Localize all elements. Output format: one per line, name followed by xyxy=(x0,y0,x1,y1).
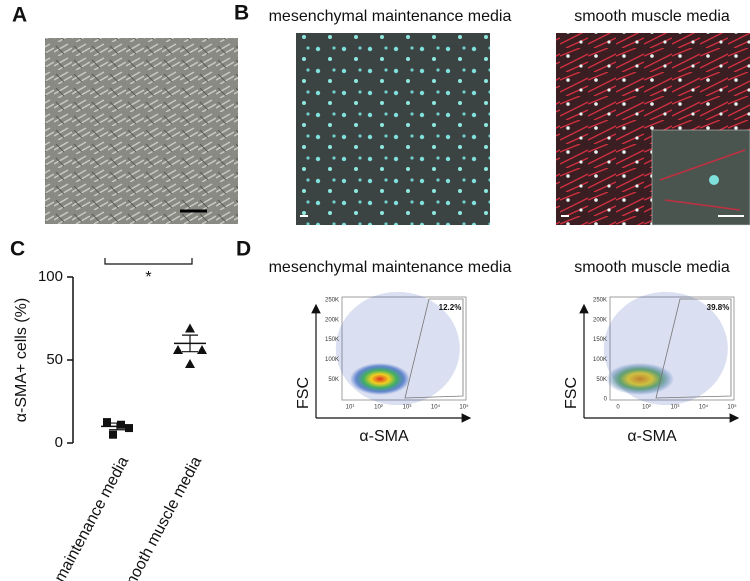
y-axis-label: FSC xyxy=(563,377,580,409)
y-tick-label: 0 xyxy=(55,434,63,451)
data-point xyxy=(117,420,125,429)
y-tick-label: 250K xyxy=(325,298,339,304)
density-cloud xyxy=(350,363,410,395)
y-tick-label: 150K xyxy=(593,337,607,343)
y-axis-label: α-SMA+ cells (%) xyxy=(13,298,30,422)
y-tick-label: 100 xyxy=(38,268,63,285)
y-tick-label: 100K xyxy=(325,357,339,363)
significance-bracket xyxy=(104,258,193,265)
inset-detail xyxy=(659,149,746,211)
data-point xyxy=(185,358,195,368)
y-tick-label: 200K xyxy=(593,317,607,323)
y-tick-label: 50K xyxy=(596,377,607,383)
x-tick-label: smooth muscle media xyxy=(117,454,205,581)
x-tick-label: 10³ xyxy=(671,405,680,411)
plot-title: smooth muscle media xyxy=(574,259,730,276)
panel-label: A xyxy=(12,4,27,27)
y-tick-label: 50 xyxy=(46,351,63,368)
x-axis-label: α-SMA xyxy=(627,428,677,445)
data-point xyxy=(185,323,195,333)
gate-label: 39.8% xyxy=(707,303,730,312)
data-point xyxy=(109,430,117,439)
x-tick-label: maintenance media xyxy=(52,454,133,581)
data-point xyxy=(125,424,133,433)
x-tick-label: 10³ xyxy=(403,405,412,411)
significance-label: * xyxy=(145,269,151,286)
y-axis-label: FSC xyxy=(295,377,312,409)
panel-label: C xyxy=(10,238,25,261)
x-axis-label: α-SMA xyxy=(359,428,409,445)
error-bar xyxy=(182,334,198,353)
gate xyxy=(655,298,732,399)
image-title: smooth muscle media xyxy=(574,8,730,25)
y-tick-label: 200K xyxy=(325,317,339,323)
y-tick-label: 100K xyxy=(593,357,607,363)
data-point xyxy=(103,418,111,427)
y-tick-label: 150K xyxy=(325,337,339,343)
x-tick-label: 10² xyxy=(374,405,383,411)
x-tick-label: 10⁵ xyxy=(459,404,469,411)
x-tick-label: 10⁴ xyxy=(431,404,441,411)
inset-detail xyxy=(709,175,719,185)
panel-label: D xyxy=(236,238,251,261)
gate-label: 12.2% xyxy=(439,303,462,312)
y-tick-label: 250K xyxy=(593,298,607,304)
density-cloud xyxy=(606,363,674,395)
x-tick-label: 10⁴ xyxy=(699,404,709,411)
plot-title: mesenchymal maintenance media xyxy=(269,259,512,276)
x-tick-label: 0 xyxy=(616,405,620,411)
phase-image xyxy=(45,38,238,224)
x-tick-label: 10² xyxy=(642,405,651,411)
y-tick-label: 0 xyxy=(604,397,608,403)
fluorescence-image xyxy=(296,33,490,225)
panel-label: B xyxy=(234,2,249,25)
x-tick-label: 10⁵ xyxy=(727,404,737,411)
x-tick-label: 10¹ xyxy=(346,405,355,411)
data-point xyxy=(173,345,183,355)
y-tick-label: 50K xyxy=(328,377,339,383)
data-point xyxy=(197,345,207,355)
gate xyxy=(404,298,464,399)
error-bar xyxy=(109,422,125,431)
image-title: mesenchymal maintenance media xyxy=(269,8,512,25)
